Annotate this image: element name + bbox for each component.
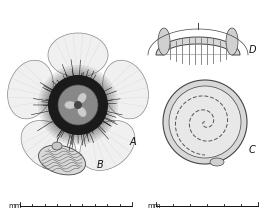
Text: C: C bbox=[249, 145, 255, 155]
Ellipse shape bbox=[77, 107, 86, 117]
Circle shape bbox=[48, 75, 108, 135]
Ellipse shape bbox=[158, 28, 170, 55]
Ellipse shape bbox=[226, 28, 238, 55]
Circle shape bbox=[53, 81, 103, 130]
Circle shape bbox=[51, 78, 105, 132]
Circle shape bbox=[163, 80, 247, 164]
Circle shape bbox=[38, 65, 118, 145]
Circle shape bbox=[56, 83, 100, 127]
Circle shape bbox=[58, 85, 98, 125]
Circle shape bbox=[169, 86, 241, 158]
Circle shape bbox=[43, 70, 113, 140]
Ellipse shape bbox=[103, 60, 148, 119]
Circle shape bbox=[46, 73, 110, 137]
Circle shape bbox=[48, 75, 108, 135]
Ellipse shape bbox=[48, 33, 108, 77]
Text: D: D bbox=[248, 45, 256, 55]
Ellipse shape bbox=[80, 120, 135, 171]
Ellipse shape bbox=[210, 158, 224, 166]
Ellipse shape bbox=[8, 60, 53, 119]
Text: mm: mm bbox=[147, 202, 160, 209]
Circle shape bbox=[74, 101, 82, 109]
Text: B: B bbox=[97, 160, 103, 170]
Text: A: A bbox=[130, 137, 136, 147]
Text: mm: mm bbox=[8, 202, 22, 209]
Ellipse shape bbox=[77, 93, 86, 103]
Ellipse shape bbox=[21, 120, 76, 171]
Polygon shape bbox=[156, 37, 240, 55]
Ellipse shape bbox=[52, 142, 62, 150]
Ellipse shape bbox=[65, 101, 76, 109]
Polygon shape bbox=[39, 145, 86, 175]
Circle shape bbox=[40, 67, 116, 142]
